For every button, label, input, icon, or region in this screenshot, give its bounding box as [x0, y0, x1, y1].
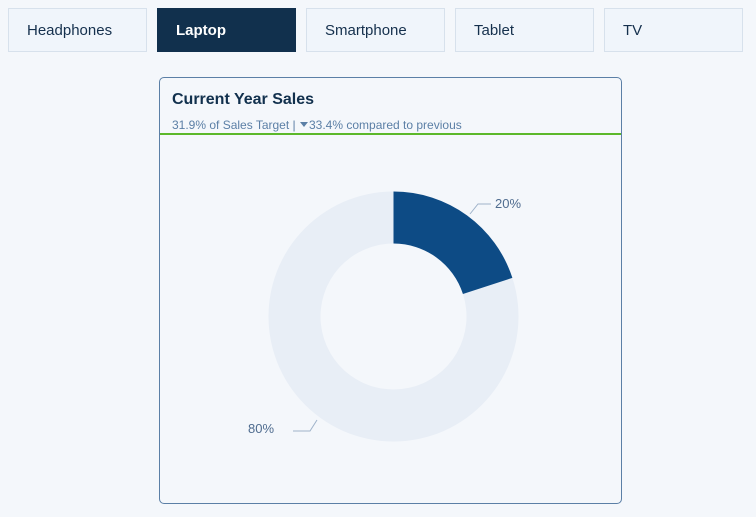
svg-text:20%: 20% — [495, 196, 521, 211]
svg-text:80%: 80% — [248, 421, 274, 436]
